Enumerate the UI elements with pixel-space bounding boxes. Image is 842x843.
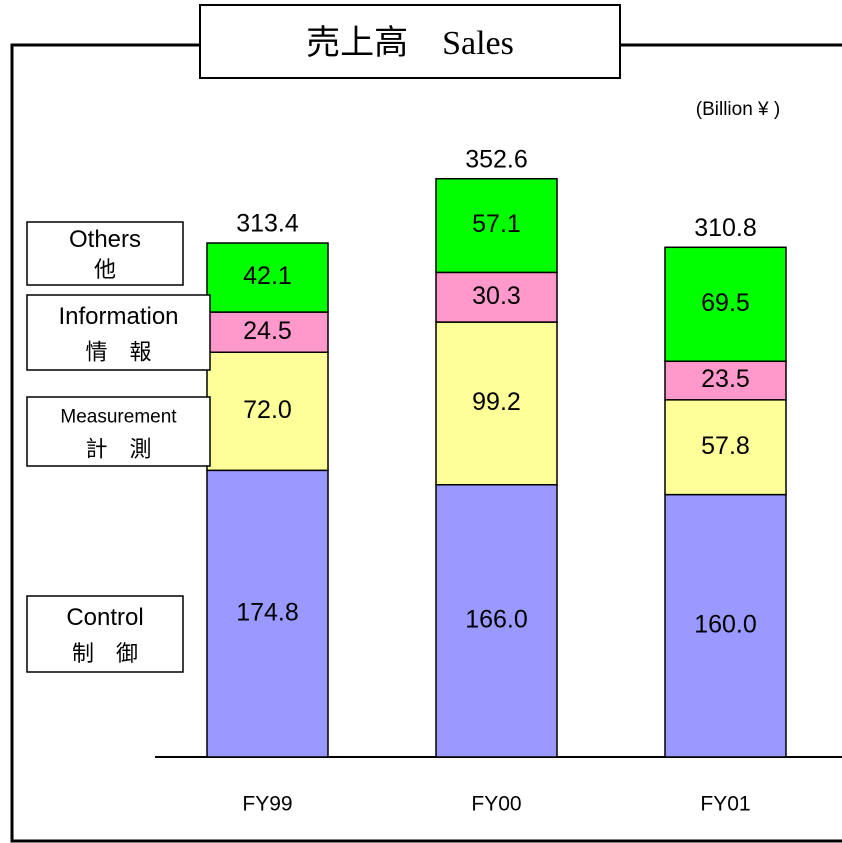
value-label: 30.3: [472, 282, 521, 310]
value-label: 24.5: [243, 317, 292, 345]
total-label: 310.8: [694, 214, 757, 242]
bar-segment: [435, 321, 558, 486]
value-label: 166.0: [465, 605, 528, 633]
chart-title: 売上高 Sales: [306, 24, 514, 62]
legend-label: Measurement: [60, 407, 177, 428]
bar-segment: [206, 242, 329, 313]
bar-segment: [664, 360, 787, 401]
total-label: 313.4: [236, 210, 299, 238]
legend-label: Others: [69, 226, 141, 253]
legend-box: [26, 595, 184, 673]
bar-segment: [435, 271, 558, 323]
frame-line: [10, 43, 842, 843]
value-label: 160.0: [694, 610, 757, 638]
value-label: 99.2: [472, 388, 521, 416]
bar-segment: [664, 246, 787, 363]
value-label: 174.8: [236, 598, 299, 626]
legend-label-local: 他: [94, 257, 116, 282]
value-label: 57.8: [701, 432, 750, 460]
bar-segment: [206, 351, 329, 472]
legend-label: Information: [58, 303, 178, 330]
value-label: 57.1: [472, 210, 521, 238]
legend-label: Control: [66, 604, 143, 631]
legend-label-local: 情 報: [85, 339, 151, 364]
value-label: 42.1: [243, 262, 292, 290]
unit-label: (Billion ¥ ): [696, 99, 780, 120]
value-label: 69.5: [701, 289, 750, 317]
bar-segment: [664, 399, 787, 496]
title-box: [199, 4, 621, 79]
bar-segment: [435, 484, 558, 758]
x-tick-label: FY99: [242, 793, 292, 816]
value-label: 72.0: [243, 396, 292, 424]
total-label: 352.6: [465, 145, 528, 173]
legend-box: [26, 221, 184, 286]
bar-segment: [435, 177, 558, 274]
frame: [10, 43, 842, 843]
legend-label-local: 制 御: [72, 641, 138, 666]
value-label: 23.5: [701, 365, 750, 393]
bar-segment: [206, 311, 329, 353]
legend-box: [26, 294, 211, 371]
x-tick-label: FY00: [471, 793, 521, 816]
x-tick-label: FY01: [700, 793, 750, 816]
legend-label-local: 計 測: [85, 437, 151, 462]
bar-segment: [664, 493, 787, 758]
legend-box: [26, 396, 211, 467]
